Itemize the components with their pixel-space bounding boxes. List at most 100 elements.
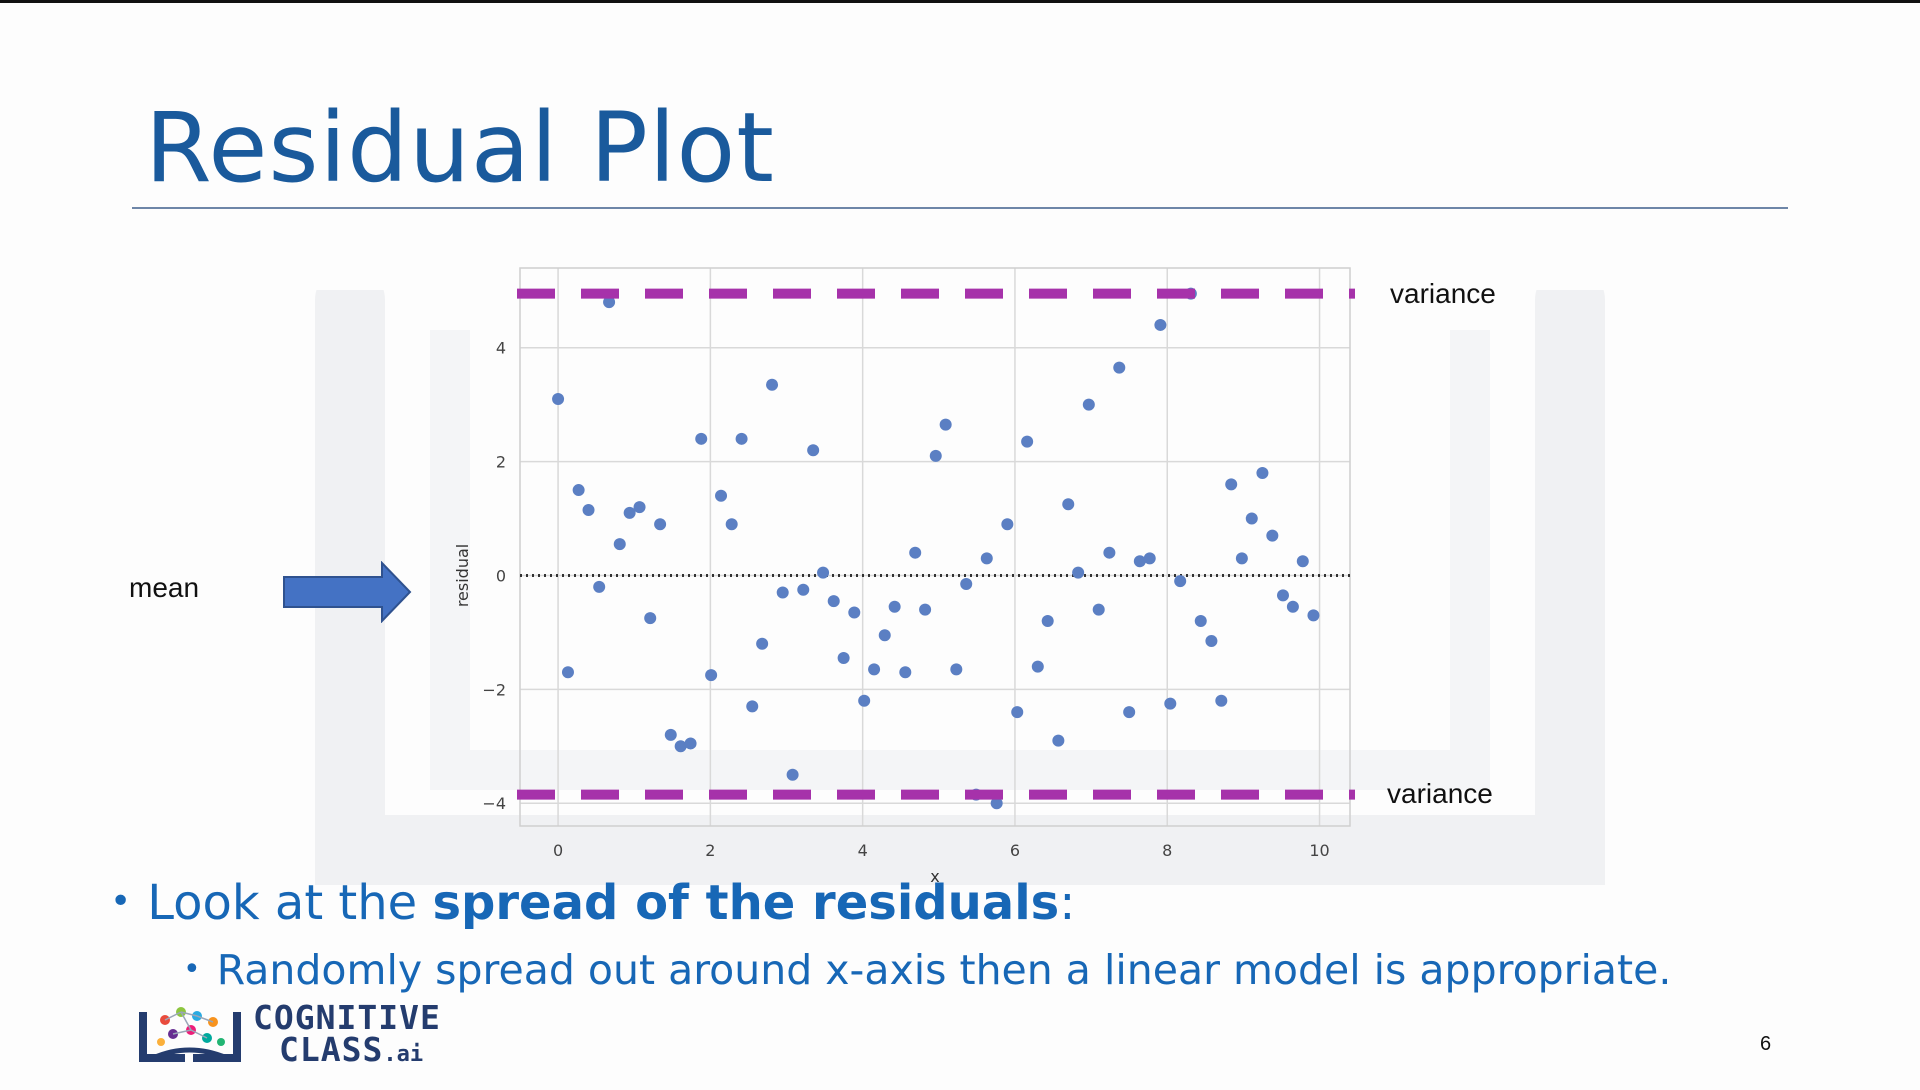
variance-label-top: variance xyxy=(1390,278,1496,309)
data-point-37 xyxy=(929,449,942,462)
data-point-60 xyxy=(1164,697,1177,710)
data-point-53 xyxy=(1092,603,1105,616)
bullet-sub: • Randomly spread out around x-axis then … xyxy=(183,946,1671,994)
data-point-49 xyxy=(1052,734,1065,747)
data-point-3 xyxy=(582,503,595,516)
y-tick-label-2: 0 xyxy=(496,566,506,585)
data-point-5 xyxy=(603,296,616,309)
y-tick-labels: −4 −2 0 2 4 xyxy=(482,339,506,814)
mean-label: mean xyxy=(129,572,200,603)
data-point-33 xyxy=(888,600,901,613)
logo-class-text: CLASS xyxy=(279,1030,384,1069)
bullet-main-prefix: Look at the xyxy=(147,875,433,931)
y-tick-label-4: 4 xyxy=(496,339,506,358)
data-point-46 xyxy=(1021,435,1034,448)
data-point-42 xyxy=(980,552,993,565)
data-point-70 xyxy=(1266,529,1279,542)
data-point-30 xyxy=(858,694,871,707)
top-border xyxy=(0,0,1920,3)
data-point-67 xyxy=(1235,552,1248,565)
plot-frame xyxy=(519,267,1351,827)
right-arrow-icon xyxy=(283,561,412,623)
grid xyxy=(520,268,1350,826)
data-point-10 xyxy=(654,518,667,531)
data-point-6 xyxy=(613,538,626,551)
logo-wordmark: COGNITIVE CLASS.ai xyxy=(253,1001,441,1071)
data-point-39 xyxy=(950,663,963,676)
data-point-26 xyxy=(817,566,830,579)
y-axis-label: residual xyxy=(453,544,472,607)
data-point-47 xyxy=(1031,660,1044,673)
data-point-40 xyxy=(960,578,973,591)
data-point-8 xyxy=(633,501,646,514)
data-point-20 xyxy=(756,637,769,650)
data-point-68 xyxy=(1245,512,1258,525)
x-tick-label-4: 8 xyxy=(1162,841,1172,860)
data-point-38 xyxy=(939,418,952,431)
data-point-72 xyxy=(1286,600,1299,613)
data-point-12 xyxy=(674,740,687,753)
x-tick-label-0: 0 xyxy=(553,841,563,860)
data-point-9 xyxy=(644,612,657,625)
data-point-51 xyxy=(1072,566,1085,579)
bullet-glyph: • xyxy=(110,881,132,922)
x-tick-label-5: 10 xyxy=(1309,841,1329,860)
x-tick-label-2: 4 xyxy=(858,841,868,860)
data-point-61 xyxy=(1174,575,1187,588)
data-point-52 xyxy=(1082,398,1095,411)
data-point-28 xyxy=(837,652,850,665)
title-divider xyxy=(132,207,1788,209)
x-tick-label-3: 6 xyxy=(1010,841,1020,860)
bullet-main-suffix: : xyxy=(1059,875,1076,931)
y-tick-label-1: −2 xyxy=(482,680,506,699)
bullet-sub-text: Randomly spread out around x-axis then a… xyxy=(216,946,1672,994)
bullet-sub-glyph: • xyxy=(183,952,201,987)
logo-ai-suffix: .ai xyxy=(383,1042,424,1067)
data-point-22 xyxy=(776,586,789,599)
data-point-17 xyxy=(725,518,738,531)
data-point-44 xyxy=(1001,518,1014,531)
data-point-11 xyxy=(664,728,677,741)
slide-title: Residual Plot xyxy=(145,92,775,204)
data-point-34 xyxy=(899,666,912,679)
data-point-31 xyxy=(868,663,881,676)
logo-line-2: CLASS.ai xyxy=(253,1033,441,1071)
data-point-19 xyxy=(746,700,759,713)
data-point-14 xyxy=(695,432,708,445)
x-axis-label: x xyxy=(930,867,939,886)
data-point-15 xyxy=(705,669,718,682)
cognitive-class-logo-icon xyxy=(139,1007,241,1062)
data-point-1 xyxy=(561,666,574,679)
data-point-65 xyxy=(1215,694,1228,707)
y-tick-label-0: −4 xyxy=(482,794,506,813)
data-point-25 xyxy=(807,444,820,457)
data-point-59 xyxy=(1154,318,1167,331)
x-tick-label-1: 2 xyxy=(705,841,715,860)
background-watermark xyxy=(315,290,1605,885)
data-point-21 xyxy=(766,378,779,391)
data-point-45 xyxy=(1011,706,1024,719)
data-point-43 xyxy=(990,797,1003,810)
data-point-55 xyxy=(1113,361,1126,374)
data-points xyxy=(552,287,1320,810)
data-point-7 xyxy=(623,506,636,519)
data-point-50 xyxy=(1062,498,1075,511)
variance-label-bottom: variance xyxy=(1387,778,1493,809)
data-point-29 xyxy=(848,606,861,619)
data-point-2 xyxy=(572,484,585,497)
data-point-71 xyxy=(1276,589,1289,602)
data-point-32 xyxy=(878,629,891,642)
data-point-57 xyxy=(1133,555,1146,568)
data-point-4 xyxy=(593,580,606,593)
data-point-74 xyxy=(1307,609,1320,622)
data-point-24 xyxy=(797,583,810,596)
data-point-23 xyxy=(786,768,799,781)
data-point-27 xyxy=(827,595,840,608)
data-point-66 xyxy=(1225,478,1238,491)
data-point-16 xyxy=(715,489,728,502)
data-point-13 xyxy=(684,737,697,750)
data-point-0 xyxy=(552,392,565,405)
data-point-63 xyxy=(1194,615,1207,628)
y-tick-label-3: 2 xyxy=(496,453,506,472)
